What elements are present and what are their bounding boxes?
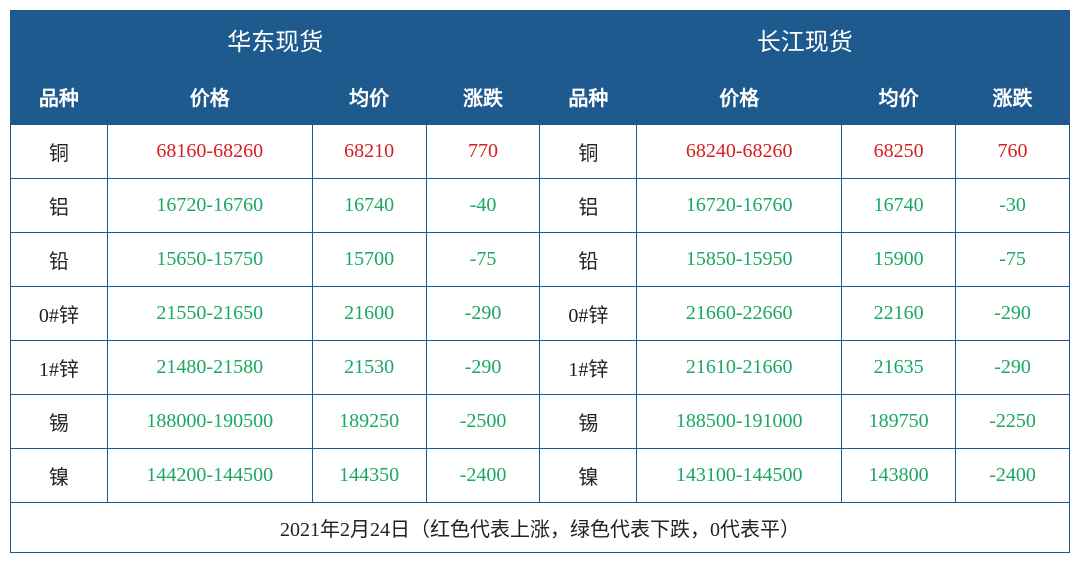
change-cell: -290 xyxy=(426,287,540,341)
avg-cell: 16740 xyxy=(842,179,956,233)
avg-cell: 21600 xyxy=(312,287,426,341)
price-cell: 68240-68260 xyxy=(637,125,842,179)
variety-cell: 铅 xyxy=(540,233,637,287)
group-header-right: 长江现货 xyxy=(540,11,1070,69)
table-row: 铅15650-1575015700-75铅15850-1595015900-75 xyxy=(11,233,1070,287)
table-row: 铜68160-6826068210770铜68240-6826068250760 xyxy=(11,125,1070,179)
change-cell: -290 xyxy=(426,341,540,395)
spot-price-table-container: 华东现货 长江现货 品种 价格 均价 涨跌 品种 价格 均价 涨跌 铜68160… xyxy=(10,10,1070,553)
group-header-left: 华东现货 xyxy=(11,11,540,69)
variety-cell: 铅 xyxy=(11,233,108,287)
price-cell: 21610-21660 xyxy=(637,341,842,395)
change-cell: -290 xyxy=(956,341,1070,395)
price-cell: 68160-68260 xyxy=(107,125,312,179)
variety-cell: 0#锌 xyxy=(540,287,637,341)
avg-cell: 16740 xyxy=(312,179,426,233)
spot-price-table: 华东现货 长江现货 品种 价格 均价 涨跌 品种 价格 均价 涨跌 铜68160… xyxy=(10,10,1070,553)
column-header-row: 品种 价格 均价 涨跌 品种 价格 均价 涨跌 xyxy=(11,69,1070,125)
change-cell: -30 xyxy=(956,179,1070,233)
change-cell: -290 xyxy=(956,287,1070,341)
price-cell: 188500-191000 xyxy=(637,395,842,449)
col-header-price-left: 价格 xyxy=(107,69,312,125)
change-cell: -75 xyxy=(426,233,540,287)
table-row: 0#锌21550-2165021600-2900#锌21660-22660221… xyxy=(11,287,1070,341)
price-cell: 16720-16760 xyxy=(637,179,842,233)
change-cell: -2250 xyxy=(956,395,1070,449)
avg-cell: 15700 xyxy=(312,233,426,287)
avg-cell: 22160 xyxy=(842,287,956,341)
avg-cell: 15900 xyxy=(842,233,956,287)
avg-cell: 68210 xyxy=(312,125,426,179)
price-cell: 15650-15750 xyxy=(107,233,312,287)
price-cell: 21480-21580 xyxy=(107,341,312,395)
col-header-change-left: 涨跌 xyxy=(426,69,540,125)
col-header-price-right: 价格 xyxy=(637,69,842,125)
variety-cell: 铝 xyxy=(540,179,637,233)
price-cell: 21660-22660 xyxy=(637,287,842,341)
table-body: 铜68160-6826068210770铜68240-6826068250760… xyxy=(11,125,1070,503)
variety-cell: 1#锌 xyxy=(11,341,108,395)
table-row: 镍144200-144500144350-2400镍143100-1445001… xyxy=(11,449,1070,503)
variety-cell: 锡 xyxy=(11,395,108,449)
col-header-change-right: 涨跌 xyxy=(956,69,1070,125)
variety-cell: 铝 xyxy=(11,179,108,233)
price-cell: 16720-16760 xyxy=(107,179,312,233)
variety-cell: 铜 xyxy=(11,125,108,179)
change-cell: -40 xyxy=(426,179,540,233)
table-row: 1#锌21480-2158021530-2901#锌21610-21660216… xyxy=(11,341,1070,395)
variety-cell: 1#锌 xyxy=(540,341,637,395)
avg-cell: 189750 xyxy=(842,395,956,449)
table-row: 铝16720-1676016740-40铝16720-1676016740-30 xyxy=(11,179,1070,233)
variety-cell: 镍 xyxy=(11,449,108,503)
avg-cell: 144350 xyxy=(312,449,426,503)
variety-cell: 锡 xyxy=(540,395,637,449)
footer-row: 2021年2月24日（红色代表上涨，绿色代表下跌，0代表平） xyxy=(11,503,1070,553)
avg-cell: 68250 xyxy=(842,125,956,179)
price-cell: 15850-15950 xyxy=(637,233,842,287)
col-header-avg-left: 均价 xyxy=(312,69,426,125)
change-cell: -2400 xyxy=(956,449,1070,503)
avg-cell: 189250 xyxy=(312,395,426,449)
price-cell: 144200-144500 xyxy=(107,449,312,503)
price-cell: 188000-190500 xyxy=(107,395,312,449)
avg-cell: 21635 xyxy=(842,341,956,395)
change-cell: 760 xyxy=(956,125,1070,179)
variety-cell: 镍 xyxy=(540,449,637,503)
change-cell: -75 xyxy=(956,233,1070,287)
change-cell: -2500 xyxy=(426,395,540,449)
variety-cell: 铜 xyxy=(540,125,637,179)
table-row: 锡188000-190500189250-2500锡188500-1910001… xyxy=(11,395,1070,449)
footer-text: 2021年2月24日（红色代表上涨，绿色代表下跌，0代表平） xyxy=(11,503,1070,553)
col-header-variety-left: 品种 xyxy=(11,69,108,125)
price-cell: 143100-144500 xyxy=(637,449,842,503)
col-header-variety-right: 品种 xyxy=(540,69,637,125)
variety-cell: 0#锌 xyxy=(11,287,108,341)
change-cell: -2400 xyxy=(426,449,540,503)
change-cell: 770 xyxy=(426,125,540,179)
group-header-row: 华东现货 长江现货 xyxy=(11,11,1070,69)
avg-cell: 21530 xyxy=(312,341,426,395)
col-header-avg-right: 均价 xyxy=(842,69,956,125)
price-cell: 21550-21650 xyxy=(107,287,312,341)
avg-cell: 143800 xyxy=(842,449,956,503)
